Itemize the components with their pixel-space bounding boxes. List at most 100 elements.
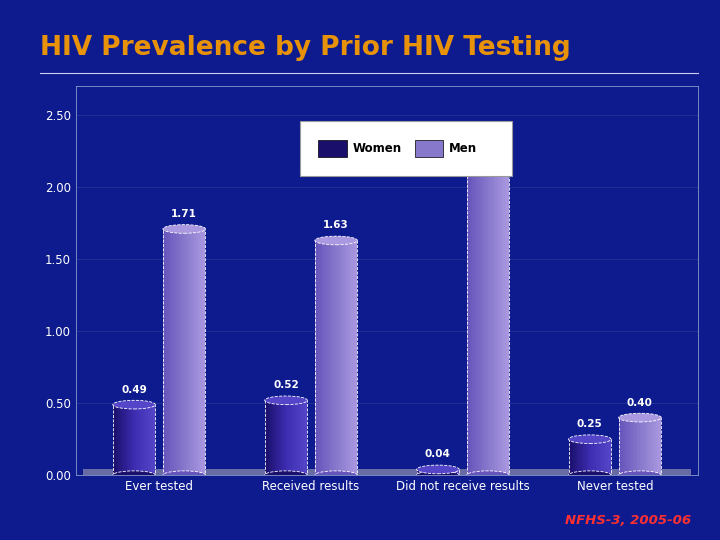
Bar <box>174 229 176 475</box>
Bar <box>570 439 572 475</box>
Bar <box>167 229 168 475</box>
Bar <box>154 404 156 475</box>
Bar <box>415 140 443 157</box>
Bar <box>122 404 124 475</box>
Bar <box>508 153 509 475</box>
Bar <box>606 439 607 475</box>
Ellipse shape <box>618 471 661 480</box>
Bar <box>590 439 591 475</box>
Bar <box>284 400 286 475</box>
Bar <box>343 240 345 475</box>
Text: 1.63: 1.63 <box>323 220 349 231</box>
Bar <box>655 417 657 475</box>
Bar <box>431 469 432 475</box>
Bar <box>491 153 492 475</box>
Bar <box>426 469 428 475</box>
Bar <box>276 400 277 475</box>
Bar <box>649 417 650 475</box>
Bar <box>643 417 644 475</box>
Bar <box>148 404 150 475</box>
Bar <box>150 404 151 475</box>
Bar <box>484 153 485 475</box>
Bar <box>640 417 642 475</box>
Text: NFHS-3, 2005-06: NFHS-3, 2005-06 <box>565 514 691 526</box>
Bar <box>294 400 296 475</box>
Bar <box>145 404 147 475</box>
Bar <box>332 240 333 475</box>
Bar <box>575 439 577 475</box>
Bar <box>168 229 170 475</box>
Bar <box>120 404 122 475</box>
Bar <box>189 229 190 475</box>
Bar <box>438 469 439 475</box>
Bar <box>134 404 135 475</box>
Bar <box>423 469 425 475</box>
Bar <box>113 404 114 475</box>
Bar <box>432 469 433 475</box>
Ellipse shape <box>569 471 611 480</box>
Bar <box>573 439 574 475</box>
Bar <box>417 469 459 475</box>
Bar <box>341 240 342 475</box>
Bar <box>495 153 497 475</box>
Bar <box>607 439 608 475</box>
Text: 0.25: 0.25 <box>577 419 603 429</box>
Bar <box>346 240 348 475</box>
Bar <box>469 153 471 475</box>
Bar <box>428 469 429 475</box>
Bar <box>594 439 595 475</box>
Bar <box>503 153 505 475</box>
Bar <box>574 439 575 475</box>
Bar <box>299 400 300 475</box>
Ellipse shape <box>113 400 156 409</box>
Bar <box>283 400 284 475</box>
Bar <box>318 140 346 157</box>
Bar <box>186 229 187 475</box>
Bar <box>441 469 442 475</box>
Bar <box>472 153 474 475</box>
Bar <box>498 153 500 475</box>
Bar <box>127 404 128 475</box>
Bar <box>333 240 335 475</box>
Bar <box>277 400 279 475</box>
Bar <box>630 417 631 475</box>
Bar <box>272 400 273 475</box>
Bar <box>631 417 633 475</box>
Ellipse shape <box>163 471 205 480</box>
Bar <box>176 229 177 475</box>
Bar <box>593 439 594 475</box>
Bar <box>329 240 330 475</box>
Bar <box>290 400 292 475</box>
Bar <box>202 229 204 475</box>
Bar <box>153 404 154 475</box>
Bar <box>458 469 459 475</box>
Bar <box>265 400 307 475</box>
Bar <box>322 240 323 475</box>
Bar <box>577 439 578 475</box>
Bar <box>137 404 138 475</box>
Bar <box>597 439 598 475</box>
Bar <box>442 469 444 475</box>
Bar <box>626 417 627 475</box>
Bar <box>166 229 167 475</box>
Bar <box>151 404 153 475</box>
Bar <box>650 417 652 475</box>
Bar <box>587 439 588 475</box>
Bar <box>487 153 488 475</box>
Bar <box>468 153 469 475</box>
Bar <box>658 417 660 475</box>
Bar <box>629 417 630 475</box>
Bar <box>197 229 199 475</box>
Bar <box>621 417 623 475</box>
Bar <box>636 417 637 475</box>
Bar <box>132 404 134 475</box>
Bar <box>467 153 509 475</box>
Bar <box>273 400 274 475</box>
Bar <box>296 400 297 475</box>
Ellipse shape <box>315 471 357 480</box>
Bar <box>471 153 472 475</box>
Bar <box>335 240 336 475</box>
Bar <box>497 153 498 475</box>
Ellipse shape <box>163 225 205 233</box>
Bar <box>623 417 624 475</box>
